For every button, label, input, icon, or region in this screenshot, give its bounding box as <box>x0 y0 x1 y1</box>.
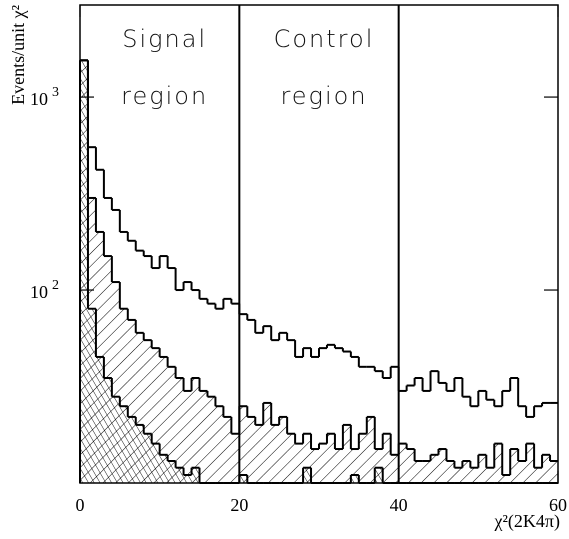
histogram-bin <box>175 378 184 483</box>
y-tick-label: 10 2 <box>30 278 59 302</box>
histogram-bin <box>255 424 264 483</box>
histogram-bin <box>80 60 88 484</box>
histogram-bin <box>470 467 479 483</box>
histogram-bin <box>199 390 208 483</box>
histogram-bin <box>151 348 160 483</box>
histogram-bin <box>111 396 120 483</box>
histogram-bin <box>422 461 431 483</box>
region-label: Control <box>274 25 375 53</box>
x-tick-label: 40 <box>390 495 408 515</box>
histogram-bin <box>127 319 136 483</box>
histogram-bin <box>239 406 248 483</box>
region-label: region <box>121 82 208 110</box>
histogram-bin <box>454 467 463 483</box>
histogram-bin <box>271 424 280 483</box>
histogram-bin <box>494 443 503 483</box>
x-tick-label: 60 <box>549 495 567 515</box>
x-axis-label: χ²(2K4π) <box>494 511 560 532</box>
tick-base: 10 <box>30 89 48 109</box>
histogram-bin <box>311 449 319 483</box>
histogram-bin <box>502 391 510 483</box>
histogram-bin <box>486 467 495 483</box>
histogram-bin <box>159 356 168 483</box>
histogram-bin <box>518 461 527 483</box>
plot-frame <box>79 4 559 484</box>
histogram-bin <box>135 424 144 483</box>
tick-exponent: 3 <box>52 85 59 100</box>
histogram-bin <box>287 433 296 483</box>
histogram-bin <box>303 467 312 483</box>
histogram-bin <box>167 366 176 483</box>
histogram-bin <box>374 449 383 483</box>
histogram-bin <box>167 461 176 483</box>
histogram-bin <box>279 416 288 483</box>
histogram-bin <box>478 454 487 483</box>
histogram-bin <box>127 416 136 483</box>
histogram-bin <box>334 449 343 483</box>
histogram-bin <box>191 467 200 483</box>
histogram-bin <box>398 443 407 483</box>
histogram-bin <box>263 402 272 483</box>
histogram-bin <box>239 475 248 483</box>
tick-exponent: 2 <box>52 278 59 293</box>
histogram-bin <box>430 454 439 483</box>
histogram-bin <box>414 461 423 483</box>
x-tick-label: 20 <box>230 495 248 515</box>
histogram-bin <box>462 461 471 483</box>
histogram-bin <box>223 416 232 483</box>
histogram-bin <box>446 461 455 483</box>
histogram-bin <box>350 475 359 483</box>
histogram-bin <box>119 406 128 483</box>
histogram-bin <box>510 449 519 483</box>
y-axis-label: Events/unit χ² <box>8 5 28 105</box>
histogram-bin <box>151 443 160 483</box>
histogram-bin <box>550 461 558 483</box>
histogram-bin <box>358 433 367 483</box>
histogram-bin <box>390 454 399 483</box>
histogram-bin <box>143 433 152 483</box>
histogram-bin <box>159 454 168 483</box>
histogram-bin <box>231 433 240 483</box>
histogram-bin <box>87 308 96 483</box>
histogram-bin <box>342 424 351 483</box>
histogram-bin <box>326 433 335 483</box>
histogram-bin <box>119 308 128 483</box>
y-tick-label: 10 3 <box>30 85 59 109</box>
histogram-bin <box>103 256 112 483</box>
histogram-bin <box>366 416 375 483</box>
histogram-bin <box>247 416 256 483</box>
x-tick-label: 0 <box>76 495 85 515</box>
histogram-bin <box>350 449 359 483</box>
histogram-series <box>79 59 558 484</box>
histogram-bin <box>303 433 312 483</box>
histogram-bin <box>215 406 224 483</box>
histogram-bin <box>207 396 216 483</box>
histogram-bin <box>406 449 415 483</box>
histogram-bin <box>534 467 543 483</box>
histogram-bin <box>382 433 391 483</box>
histogram-bin <box>143 340 152 483</box>
histogram-bin <box>191 378 200 483</box>
histogram-bin <box>295 443 304 483</box>
histogram-bin <box>111 282 120 483</box>
region-label: Signal <box>122 25 207 53</box>
histogram-bin <box>438 449 447 483</box>
histogram-bin <box>374 467 383 483</box>
region-label: region <box>280 82 367 110</box>
histogram-bin <box>526 443 535 483</box>
histogram-bin <box>175 467 184 483</box>
tick-base: 10 <box>30 282 48 302</box>
plot-area <box>79 59 558 484</box>
histogram-bin <box>135 332 144 483</box>
histogram-bin <box>319 443 327 483</box>
histogram-bin <box>183 475 192 483</box>
histogram-bin <box>502 475 511 483</box>
histogram-bin <box>103 378 112 483</box>
histogram-bin <box>542 454 551 483</box>
histogram-bin <box>95 356 104 483</box>
histogram-bin <box>183 390 192 483</box>
